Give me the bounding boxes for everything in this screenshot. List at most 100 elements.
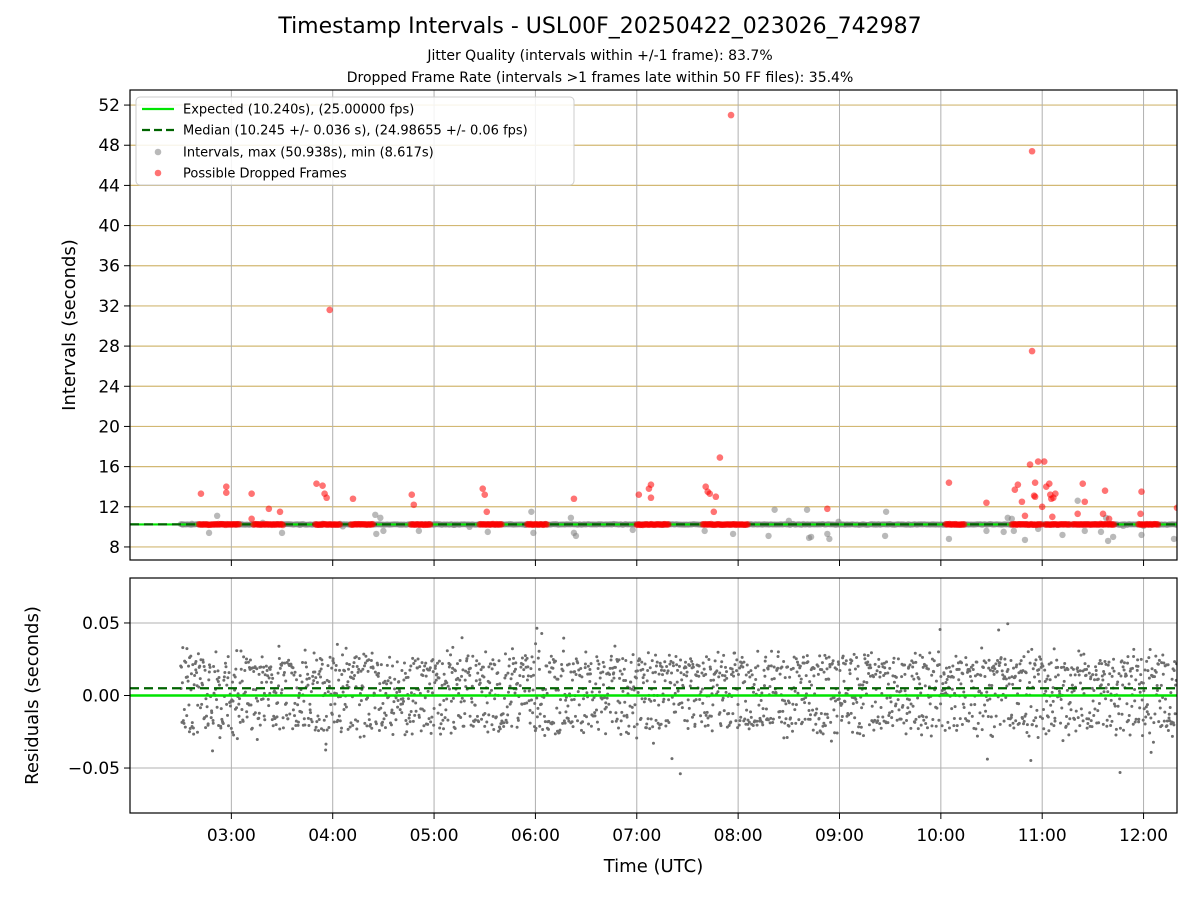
residual-point [1136, 664, 1140, 668]
residual-point [629, 680, 633, 684]
residual-point [480, 717, 484, 721]
residual-point [1139, 673, 1143, 677]
x-tick-label: 08:00 [714, 826, 763, 846]
dropped-frame-point [235, 520, 243, 528]
residual-point [327, 680, 331, 684]
residual-point [269, 665, 273, 669]
residual-point [881, 715, 885, 719]
dropped-frame-point [744, 520, 751, 528]
residual-point [1005, 684, 1009, 688]
residual-point [733, 663, 737, 667]
interval-point [1097, 528, 1105, 536]
residual-point [340, 726, 344, 730]
residual-point [689, 679, 693, 683]
y-tick-label: 8 [109, 538, 120, 558]
residual-point [693, 724, 697, 728]
residual-point [680, 701, 684, 705]
residual-point [406, 675, 410, 679]
residual-point [411, 656, 415, 660]
residual-point [651, 741, 655, 745]
residual-point [490, 688, 494, 692]
residual-point [354, 655, 358, 659]
residual-point [346, 727, 350, 731]
residual-point [976, 672, 980, 676]
residual-point [771, 720, 775, 724]
dropped-frame-point [1021, 512, 1029, 520]
residual-point [1092, 688, 1096, 692]
residual-point [311, 682, 315, 686]
residual-point [910, 674, 914, 678]
residual-point [548, 670, 552, 674]
residual-point [421, 674, 425, 678]
residual-point [430, 715, 434, 719]
residual-point [895, 718, 899, 722]
interval-point [1104, 537, 1112, 545]
residual-point [921, 655, 925, 659]
residual-point [1094, 665, 1098, 669]
residual-point [992, 725, 996, 729]
residual-point [293, 670, 297, 674]
residual-point [660, 665, 664, 669]
residual-point [671, 661, 675, 665]
residual-point [367, 712, 371, 716]
residual-point [405, 722, 409, 726]
residual-point [811, 728, 815, 732]
residual-point [325, 728, 329, 732]
residual-point [618, 669, 622, 673]
residual-point [1003, 675, 1007, 679]
interval-point [1170, 535, 1177, 543]
residual-point [872, 675, 876, 679]
residual-point [255, 667, 259, 671]
residual-point [322, 718, 326, 722]
residual-point [1122, 728, 1126, 732]
residual-point [549, 654, 553, 658]
residual-point [732, 674, 736, 678]
dropped-frame-point [248, 515, 255, 523]
residual-point [188, 726, 192, 730]
residual-point [903, 689, 907, 693]
residual-point [566, 716, 570, 720]
interval-point [701, 527, 708, 535]
dropped-frame-point [197, 490, 205, 498]
residual-point [603, 696, 607, 700]
intervals-plot-area [130, 90, 1177, 560]
residual-point [347, 667, 351, 671]
dropped-frame-point [481, 491, 489, 499]
residual-point [291, 708, 295, 712]
residual-point [1157, 720, 1161, 724]
residual-point [1154, 654, 1158, 658]
residual-point [571, 662, 575, 666]
residual-point [366, 669, 370, 673]
residual-point [547, 719, 551, 723]
residual-point [834, 699, 838, 703]
residual-point [928, 702, 932, 706]
residual-point [180, 681, 184, 685]
residual-point [1126, 661, 1130, 665]
residual-point [981, 714, 985, 718]
residual-point [191, 663, 195, 667]
residual-point [921, 715, 925, 719]
residual-point [373, 670, 377, 674]
residual-point [483, 724, 487, 728]
residual-point [769, 716, 773, 720]
residual-point [811, 708, 815, 712]
residual-point [937, 718, 941, 722]
residual-point [670, 757, 674, 761]
residual-point [716, 690, 720, 694]
legend-entry: Median (10.245 +/- 0.036 s), (24.98655 +… [183, 124, 528, 139]
residual-point [482, 675, 486, 679]
residual-point [985, 757, 989, 761]
residual-point [624, 678, 628, 682]
residual-point [284, 679, 288, 683]
residual-point [1119, 674, 1123, 678]
residual-point [911, 661, 915, 665]
residual-point [928, 651, 932, 655]
residual-point [718, 671, 722, 675]
residual-point [788, 716, 792, 720]
residual-point [997, 628, 1001, 632]
residual-point [1025, 723, 1029, 727]
residual-point [667, 653, 671, 657]
residual-point [257, 711, 261, 715]
residual-point [791, 666, 795, 670]
dropped-frame-point [1079, 480, 1087, 487]
